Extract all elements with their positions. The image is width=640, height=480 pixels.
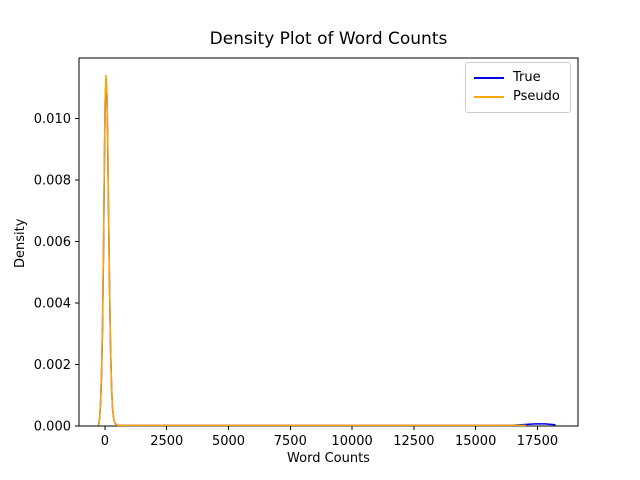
x-tick-label: 5000 — [212, 434, 245, 449]
x-axis-label: Word Counts — [287, 451, 370, 466]
chart-title: Density Plot of Word Counts — [209, 29, 448, 49]
legend-label-true: True — [513, 70, 541, 85]
x-tick-label: 0 — [101, 434, 109, 449]
legend-line-true-icon — [474, 76, 504, 79]
x-tick-label: 7500 — [274, 434, 307, 449]
y-tick-label: 0.006 — [34, 235, 71, 250]
x-tick-label: 17500 — [517, 434, 558, 449]
axes-spines — [78, 57, 579, 427]
y-tick-label: 0.000 — [34, 420, 71, 435]
series-line-pseudo — [97, 74, 526, 427]
y-axis-label: Density — [13, 218, 28, 268]
series-line-true — [97, 77, 556, 427]
legend-item-true: True — [474, 68, 562, 87]
y-tick-label: 0.010 — [34, 112, 71, 127]
y-tick-label: 0.002 — [34, 358, 71, 373]
legend-label-pseudo: Pseudo — [513, 89, 560, 104]
x-tick-label: 10000 — [331, 434, 372, 449]
y-tick-label: 0.004 — [34, 296, 71, 311]
y-tick-label: 0.008 — [34, 173, 71, 188]
legend: True Pseudo — [465, 62, 571, 113]
x-tick-label: 15000 — [455, 434, 496, 449]
legend-line-pseudo-icon — [474, 95, 504, 98]
legend-item-pseudo: Pseudo — [474, 87, 562, 106]
x-tick-label: 12500 — [393, 434, 434, 449]
x-tick-label: 2500 — [150, 434, 183, 449]
